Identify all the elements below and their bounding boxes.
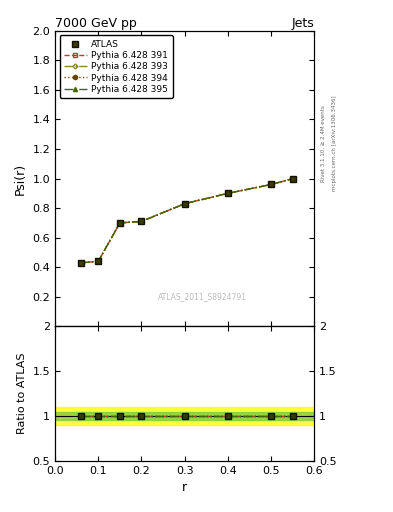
Text: Rivet 3.1.10, ≥ 2.4M events: Rivet 3.1.10, ≥ 2.4M events [320,105,325,182]
Y-axis label: Psi(r): Psi(r) [14,162,27,195]
Legend: ATLAS, Pythia 6.428 391, Pythia 6.428 393, Pythia 6.428 394, Pythia 6.428 395: ATLAS, Pythia 6.428 391, Pythia 6.428 39… [59,35,173,98]
Text: 7000 GeV pp: 7000 GeV pp [55,16,137,30]
Text: ATLAS_2011_S8924791: ATLAS_2011_S8924791 [158,292,247,302]
X-axis label: r: r [182,481,187,494]
Y-axis label: Ratio to ATLAS: Ratio to ATLAS [17,353,27,434]
Bar [55,407,314,425]
Text: mcplots.cern.ch [arXiv:1306.3436]: mcplots.cern.ch [arXiv:1306.3436] [332,96,337,191]
Bar [55,412,314,420]
Text: Jets: Jets [292,16,314,30]
